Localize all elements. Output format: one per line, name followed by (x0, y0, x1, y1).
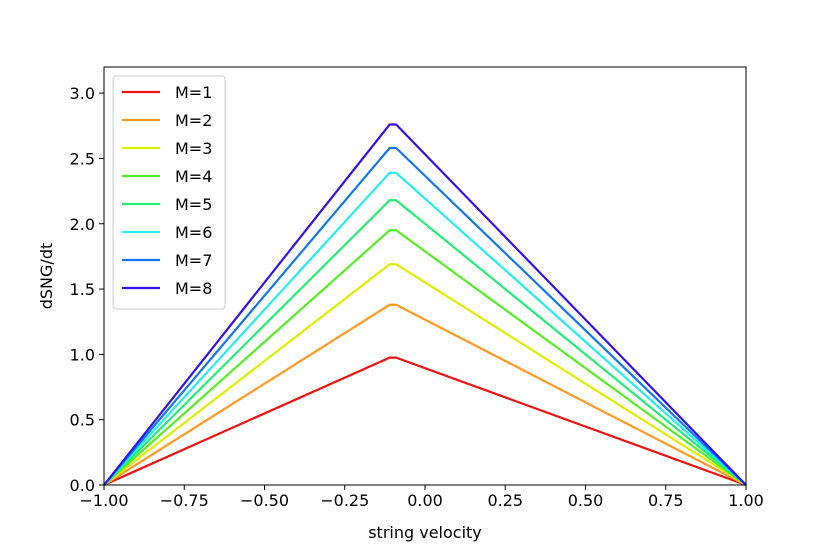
x-tick-label: 0.75 (648, 491, 684, 510)
y-tick-label: 0.0 (70, 476, 95, 495)
x-tick-label: −1.00 (79, 491, 128, 510)
x-tick-label: 0.50 (568, 491, 604, 510)
y-tick-label: 0.5 (70, 411, 95, 430)
legend-items: M=1 M=2 M=3 M=4 M=5 M=6 M=7 M=8 (122, 83, 212, 298)
y-axis-label: dSNG/dt (37, 243, 56, 310)
series-line-1 (103, 356, 747, 487)
series-lines (103, 123, 747, 487)
legend-box (112, 75, 226, 310)
series-line-7 (103, 146, 747, 486)
x-tick-label: −0.50 (240, 491, 289, 510)
y-axis-ticks: 0.0 0.5 1.0 1.5 2.0 2.5 3.0 (70, 84, 104, 495)
legend-label-2: M=2 (175, 111, 212, 130)
x-tick-label: 0.25 (487, 491, 523, 510)
y-tick-label: 2.0 (70, 215, 95, 234)
legend-label-6: M=6 (175, 223, 212, 242)
legend-label-4: M=4 (175, 167, 212, 186)
x-tick-label: 0.00 (407, 491, 443, 510)
legend-label-7: M=7 (175, 251, 212, 270)
x-axis-ticks: −1.00 −0.75 −0.50 −0.25 0.00 0.25 0.50 0.75 1.00 (79, 485, 764, 510)
legend-label-1: M=1 (175, 83, 212, 102)
legend: M=1 M=2 M=3 M=4 M=5 M=6 M=7 M=8 (112, 75, 226, 310)
series-line-3 (103, 263, 747, 486)
legend-label-8: M=8 (175, 279, 212, 298)
legend-label-3: M=3 (175, 139, 212, 158)
series-line-8 (103, 123, 747, 486)
x-tick-label: −0.25 (320, 491, 369, 510)
series-line-6 (103, 171, 747, 486)
y-tick-label: 1.5 (70, 280, 95, 299)
x-tick-label: 1.00 (728, 491, 764, 510)
y-tick-label: 3.0 (70, 84, 95, 103)
y-tick-label: 2.5 (70, 149, 95, 168)
x-axis-label: string velocity (368, 523, 482, 542)
series-line-5 (103, 199, 747, 486)
x-tick-label: −0.75 (160, 491, 209, 510)
series-line-4 (103, 229, 747, 486)
series-line-2 (103, 303, 747, 486)
legend-label-5: M=5 (175, 195, 212, 214)
y-tick-label: 1.0 (70, 345, 95, 364)
